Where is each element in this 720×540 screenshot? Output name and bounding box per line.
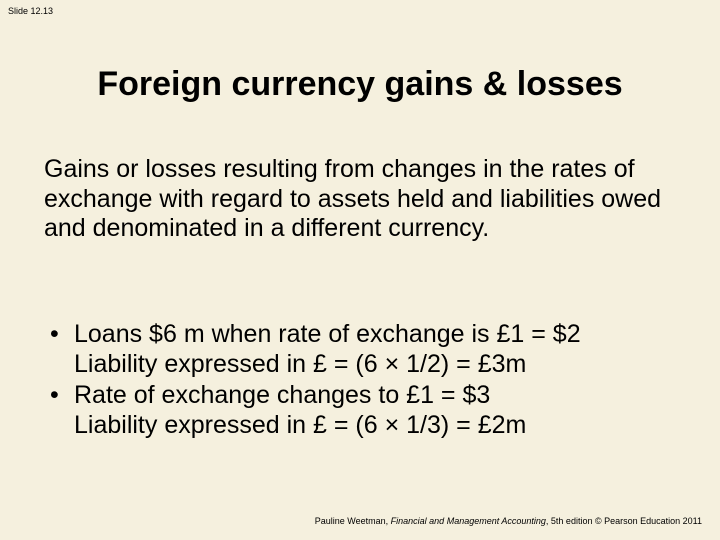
footer-rest: , 5th edition © Pearson Education 2011 (546, 516, 702, 526)
slide-number: Slide 12.13 (8, 6, 53, 16)
footer-book-title: Financial and Management Accounting (391, 516, 546, 526)
bullet-item: Loans $6 m when rate of exchange is £1 =… (44, 320, 684, 379)
bullet-list: Loans $6 m when rate of exchange is £1 =… (44, 320, 684, 442)
bullet-line: Loans $6 m when rate of exchange is £1 =… (74, 320, 581, 348)
bullet-line: Liability expressed in £ = (6 × 1/3) = £… (74, 411, 526, 439)
bullet-line: Rate of exchange changes to £1 = $3 (74, 381, 490, 409)
bullet-line: Liability expressed in £ = (6 × 1/2) = £… (74, 350, 526, 378)
slide-title: Foreign currency gains & losses (0, 65, 720, 104)
footer-author: Pauline Weetman, (315, 516, 391, 526)
body-paragraph: Gains or losses resulting from changes i… (44, 155, 684, 244)
bullet-item: Rate of exchange changes to £1 = $3 Liab… (44, 381, 684, 440)
footer-citation: Pauline Weetman, Financial and Managemen… (315, 516, 702, 526)
